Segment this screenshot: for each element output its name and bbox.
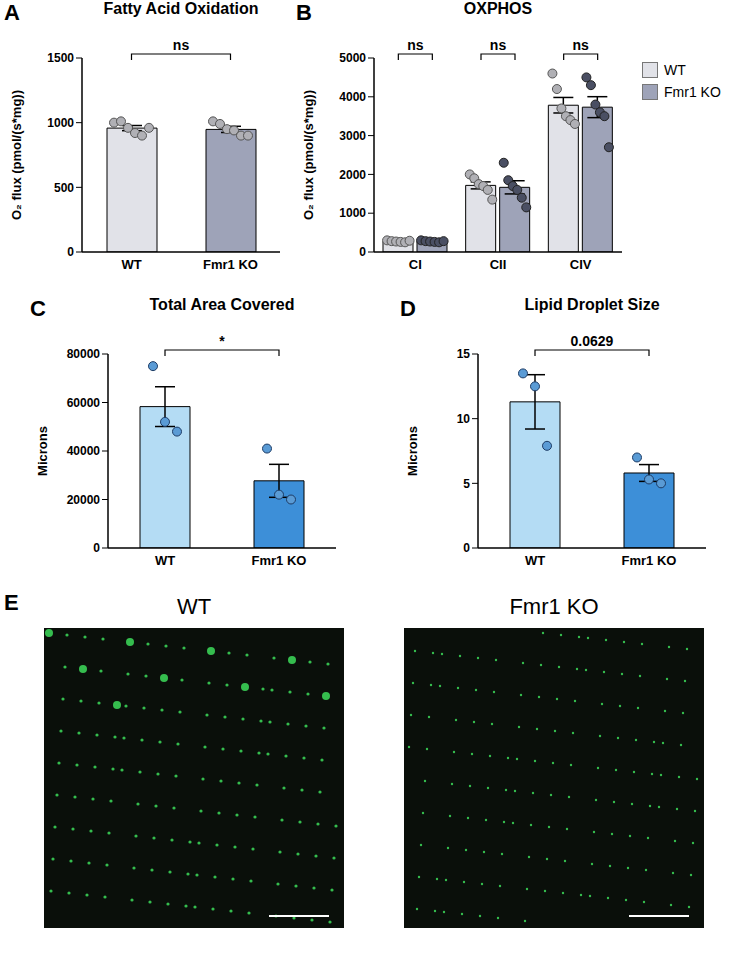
svg-text:O₂ flux (pmol/(s*mg)): O₂ flux (pmol/(s*mg))	[301, 90, 316, 220]
svg-text:15: 15	[457, 347, 471, 361]
svg-text:80000: 80000	[67, 347, 101, 361]
svg-text:O₂ flux (pmol/(s*mg)): O₂ flux (pmol/(s*mg))	[9, 90, 24, 220]
svg-text:WT: WT	[525, 553, 545, 568]
svg-text:0: 0	[67, 245, 74, 259]
svg-text:20000: 20000	[67, 493, 101, 507]
svg-text:ns: ns	[407, 37, 424, 53]
svg-text:5000: 5000	[339, 51, 366, 65]
svg-text:5: 5	[463, 477, 470, 491]
svg-text:Fmr1 KO: Fmr1 KO	[203, 257, 258, 272]
svg-text:0: 0	[463, 541, 470, 555]
html-text:Fmr1 KO: Fmr1 KO	[509, 594, 599, 619]
html-text:Lipid Droplet Size: Lipid Droplet Size	[524, 296, 660, 313]
html-text:D: D	[400, 296, 416, 321]
svg-text:4000: 4000	[339, 90, 366, 104]
svg-text:Fmr1 KO: Fmr1 KO	[622, 553, 677, 568]
svg-text:0.0629: 0.0629	[571, 333, 614, 349]
svg-text:3000: 3000	[339, 129, 366, 143]
svg-text:WT: WT	[155, 553, 175, 568]
html-text:Fatty Acid Oxidation: Fatty Acid Oxidation	[103, 0, 259, 17]
html-text:Fmr1 KO: Fmr1 KO	[664, 84, 721, 100]
svg-text:Microns: Microns	[405, 426, 420, 476]
svg-text:1000: 1000	[47, 116, 74, 130]
html-text:OXPHOS: OXPHOS	[463, 0, 533, 17]
svg-text:Fmr1 KO: Fmr1 KO	[252, 553, 307, 568]
svg-text:ns: ns	[490, 37, 507, 53]
html-text:Total Area Covered: Total Area Covered	[149, 296, 295, 313]
svg-text:2000: 2000	[339, 168, 366, 182]
svg-text:CII: CII	[490, 257, 507, 272]
svg-text:500: 500	[54, 181, 74, 195]
svg-text:*: *	[219, 333, 225, 349]
svg-text:1000: 1000	[339, 206, 366, 220]
svg-text:ns: ns	[173, 37, 190, 53]
html-text:WT: WT	[664, 62, 686, 78]
svg-text:WT: WT	[121, 257, 141, 272]
svg-text:40000: 40000	[67, 444, 101, 458]
svg-text:0: 0	[359, 245, 366, 259]
svg-text:10: 10	[457, 412, 471, 426]
svg-text:60000: 60000	[67, 396, 101, 410]
html-text:B: B	[296, 0, 312, 25]
html-text:C: C	[30, 296, 46, 321]
svg-text:ns: ns	[572, 37, 589, 53]
svg-text:Microns: Microns	[35, 426, 50, 476]
svg-text:1500: 1500	[47, 51, 74, 65]
html-text:WT: WT	[176, 594, 212, 619]
html-text:E: E	[4, 590, 19, 615]
html-text:A: A	[4, 0, 20, 25]
svg-text:CI: CI	[409, 257, 422, 272]
svg-text:0: 0	[93, 541, 100, 555]
svg-text:CIV: CIV	[570, 257, 592, 272]
